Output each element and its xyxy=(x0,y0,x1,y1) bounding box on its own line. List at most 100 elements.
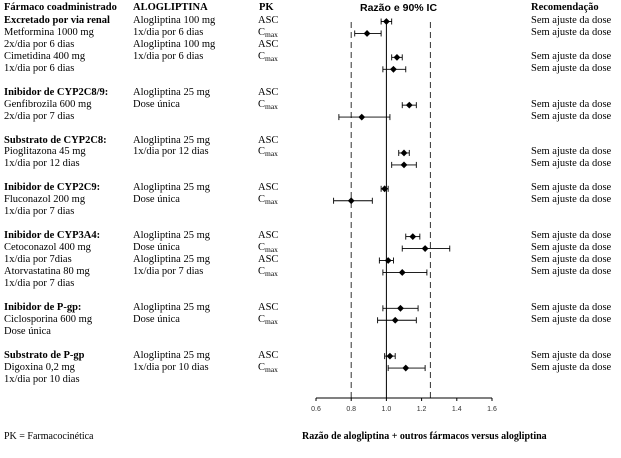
point-estimate-marker xyxy=(358,113,366,121)
point-estimate-marker xyxy=(347,197,355,205)
drug-label: Ciclosporina 600 mg xyxy=(4,313,93,325)
pk-parameter: Cmax xyxy=(258,98,278,111)
group-heading: Excretado por via renal xyxy=(4,15,110,26)
drug-label: Cetoconazol 400 mg xyxy=(4,242,91,254)
pk-parameter: ASC xyxy=(258,230,279,242)
alogliptin-dose: Alogliptina 25 mg xyxy=(133,254,210,265)
alogliptin-dose: 1x/dia por 10 dias xyxy=(133,361,209,373)
group-heading: Substrato de CYP2C8: xyxy=(4,134,107,146)
header-recommendation: Recomendação xyxy=(531,2,599,13)
drug-label: Metformina 1000 mg xyxy=(4,26,94,38)
pk-parameter: ASC xyxy=(258,301,279,313)
x-tick-label: 1.6 xyxy=(487,406,497,413)
x-tick-label: 1.4 xyxy=(452,406,462,413)
recommendation-text: Sem ajuste da dose xyxy=(531,110,612,122)
group-heading: Inibidor de P-gp: xyxy=(4,301,82,313)
header-ci: Razão e 90% IC xyxy=(360,2,438,14)
x-tick-label: 0.8 xyxy=(346,406,356,413)
recommendation-text: Sem ajuste da dose xyxy=(531,50,612,62)
drug-label: 1x/dia por 7 dias xyxy=(4,206,75,218)
pk-parameter: Cmax xyxy=(258,361,278,374)
drug-label: Fluconazol 200 mg xyxy=(4,194,86,206)
alogliptin-dose: Alogliptina 100 mg xyxy=(133,15,216,26)
pk-parameter: Cmax xyxy=(258,26,278,39)
pk-parameter: ASC xyxy=(258,134,279,146)
drug-label: 1x/dia por 7 dias xyxy=(4,277,75,289)
recommendation-text: Sem ajuste da dose xyxy=(531,182,612,194)
pk-parameter: ASC xyxy=(258,38,279,50)
alogliptin-dose: 1x/dia por 12 dias xyxy=(133,146,209,158)
drug-label: Genfibrozila 600 mg xyxy=(4,98,92,110)
recommendation-text: Sem ajuste da dose xyxy=(531,62,612,74)
point-estimate-marker xyxy=(383,18,390,25)
x-tick-label: 1.0 xyxy=(382,406,392,413)
pk-parameter: ASC xyxy=(258,254,279,265)
point-estimate-marker xyxy=(384,257,392,264)
header-alogliptin: ALOGLIPTINA xyxy=(133,2,208,13)
drug-label: 2x/dia por 7 dias xyxy=(4,110,75,122)
drug-label: Dose única xyxy=(4,325,51,337)
pk-parameter: Cmax xyxy=(258,313,278,326)
pk-parameter: Cmax xyxy=(258,242,278,255)
pk-parameter: Cmax xyxy=(258,50,278,63)
recommendation-text: Sem ajuste da dose xyxy=(531,242,612,254)
recommendation-text: Sem ajuste da dose xyxy=(531,254,612,265)
pk-parameter: ASC xyxy=(258,86,279,98)
drug-label: Digoxina 0,2 mg xyxy=(4,361,75,373)
x-tick-label: 0.6 xyxy=(311,406,321,413)
point-estimate-marker xyxy=(409,233,417,240)
drug-label: 2x/dia por 6 dias xyxy=(4,38,75,50)
point-estimate-marker xyxy=(386,352,394,360)
alogliptin-dose: Alogliptina 25 mg xyxy=(133,86,210,98)
recommendation-text: Sem ajuste da dose xyxy=(531,26,612,38)
point-estimate-marker xyxy=(397,304,404,312)
recommendation-text: Sem ajuste da dose xyxy=(531,349,612,361)
point-estimate-marker xyxy=(363,30,371,37)
drug-label: 1x/dia por 7dias xyxy=(4,254,72,265)
alogliptin-dose: Alogliptina 25 mg xyxy=(133,182,210,194)
header-drug: Fármaco coadministrado xyxy=(4,2,117,13)
alogliptin-dose: Dose única xyxy=(133,98,180,110)
point-estimate-marker xyxy=(391,316,399,324)
pk-parameter: Cmax xyxy=(258,194,278,207)
alogliptin-dose: Alogliptina 25 mg xyxy=(133,230,210,242)
recommendation-text: Sem ajuste da dose xyxy=(531,301,612,313)
alogliptin-dose: 1x/dia por 6 dias xyxy=(133,50,204,62)
alogliptin-dose: Alogliptina 100 mg xyxy=(133,38,216,50)
point-estimate-marker xyxy=(402,364,410,372)
point-estimate-marker xyxy=(398,269,406,276)
recommendation-text: Sem ajuste da dose xyxy=(531,265,612,277)
recommendation-text: Sem ajuste da dose xyxy=(531,313,612,325)
x-axis-title: Razão de alogliptina + outros fármacos v… xyxy=(302,431,547,442)
alogliptin-dose: Alogliptina 25 mg xyxy=(133,301,210,313)
alogliptin-dose: Alogliptina 25 mg xyxy=(133,349,210,361)
alogliptin-dose: Alogliptina 25 mg xyxy=(133,134,210,146)
recommendation-text: Sem ajuste da dose xyxy=(531,230,612,242)
alogliptin-dose: Dose única xyxy=(133,194,180,206)
pk-parameter: Cmax xyxy=(258,265,278,278)
alogliptin-dose: 1x/dia por 6 dias xyxy=(133,26,204,38)
recommendation-text: Sem ajuste da dose xyxy=(531,146,612,158)
recommendation-text: Sem ajuste da dose xyxy=(531,158,612,170)
x-tick-label: 1.2 xyxy=(417,406,427,413)
alogliptin-dose: Dose única xyxy=(133,313,180,325)
header-pk: PK xyxy=(259,2,274,13)
pk-parameter: ASC xyxy=(258,15,279,26)
alogliptin-dose: Dose única xyxy=(133,242,180,254)
group-heading: Inibidor de CYP2C9: xyxy=(4,182,101,194)
recommendation-text: Sem ajuste da dose xyxy=(531,15,612,26)
drug-label: Pioglitazona 45 mg xyxy=(4,146,86,158)
group-heading: Inibidor de CYP2C8/9: xyxy=(4,86,109,98)
drug-label: 1x/dia por 6 dias xyxy=(4,62,75,74)
group-heading: Inibidor de CYP3A4: xyxy=(4,230,101,242)
point-estimate-marker xyxy=(405,101,413,109)
drug-label: 1x/dia por 10 dias xyxy=(4,373,80,385)
drug-label: Atorvastatina 80 mg xyxy=(4,265,90,277)
recommendation-text: Sem ajuste da dose xyxy=(531,98,612,110)
pk-parameter: ASC xyxy=(258,182,279,194)
point-estimate-marker xyxy=(381,185,389,193)
point-estimate-marker xyxy=(400,161,408,169)
recommendation-text: Sem ajuste da dose xyxy=(531,361,612,373)
alogliptin-dose: 1x/dia por 7 dias xyxy=(133,265,204,277)
